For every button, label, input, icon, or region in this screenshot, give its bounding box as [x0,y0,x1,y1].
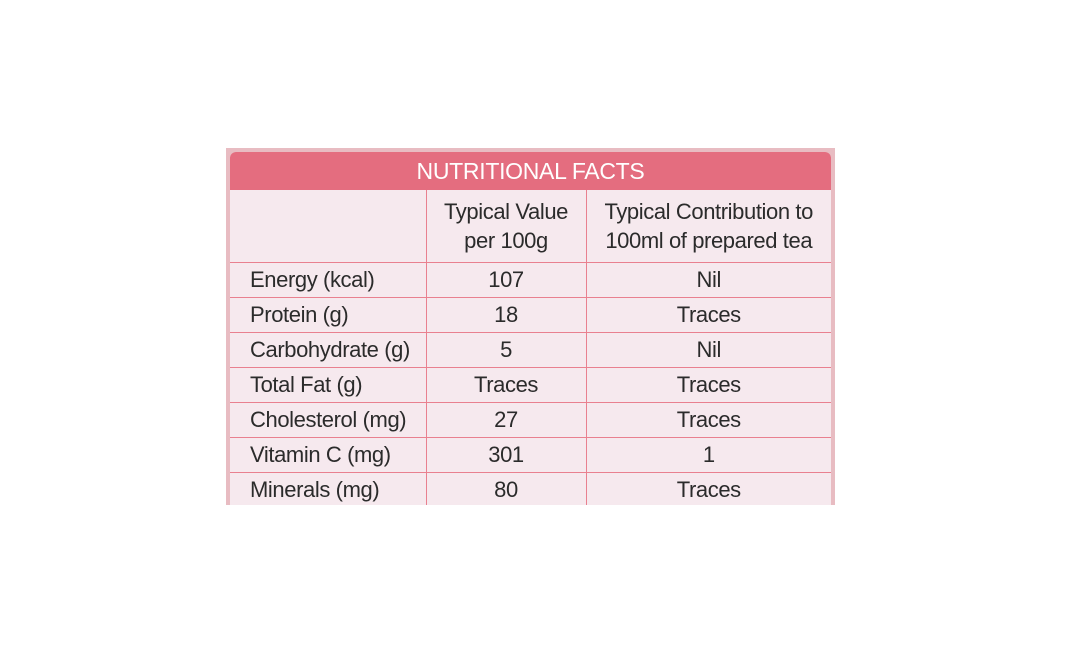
per-100g-cell: 107 [425,262,587,298]
table-row: Total Fat (g) Traces Traces [230,367,831,403]
table-row: Cholesterol (mg) 27 Traces [230,402,831,438]
per-100ml-cell: Nil [585,332,831,368]
nutrient-cell: Energy (kcal) [230,262,427,298]
nutrient-cell: Cholesterol (mg) [230,402,427,438]
per-100g-cell: 18 [425,297,587,333]
nutrient-cell: Total Fat (g) [230,367,427,403]
header-nutrient [230,190,427,263]
per-100ml-cell: Traces [585,472,831,505]
per-100g-cell: 80 [425,472,587,505]
per-100ml-cell: Traces [585,367,831,403]
per-100g-cell: 5 [425,332,587,368]
per-100ml-cell: Nil [585,262,831,298]
table-header-row: Typical Value per 100g Typical Contribut… [230,190,831,263]
per-100g-cell: Traces [425,367,587,403]
table-row: Protein (g) 18 Traces [230,297,831,333]
table-row: Energy (kcal) 107 Nil [230,262,831,298]
header-per-100ml: Typical Contribution to 100ml of prepare… [585,190,831,263]
packaging-photo: NUTRITIONAL FACTS Typical Value per 100g… [226,148,835,505]
nutrient-cell: Protein (g) [230,297,427,333]
per-100g-cell: 27 [425,402,587,438]
table-row: Minerals (mg) 80 Traces [230,472,831,505]
nutrient-cell: Carbohydrate (g) [230,332,427,368]
per-100ml-cell: 1 [585,437,831,473]
nutrient-cell: Vitamin C (mg) [230,437,427,473]
per-100g-cell: 301 [425,437,587,473]
header-per-100g: Typical Value per 100g [425,190,587,263]
nutrition-panel: NUTRITIONAL FACTS Typical Value per 100g… [230,152,831,505]
nutrient-cell: Minerals (mg) [230,472,427,505]
nutrition-title: NUTRITIONAL FACTS [230,152,831,190]
header-per-100ml-line-2: 100ml of prepared tea [605,228,813,253]
table-row: Carbohydrate (g) 5 Nil [230,332,831,368]
per-100ml-cell: Traces [585,297,831,333]
nutrition-table: Typical Value per 100g Typical Contribut… [230,190,831,505]
header-per-100ml-line-1: Typical Contribution to [604,199,814,224]
per-100ml-cell: Traces [585,402,831,438]
header-per-100g-line-2: per 100g [464,228,548,253]
table-row: Vitamin C (mg) 301 1 [230,437,831,473]
header-per-100g-line-1: Typical Value [443,199,569,224]
